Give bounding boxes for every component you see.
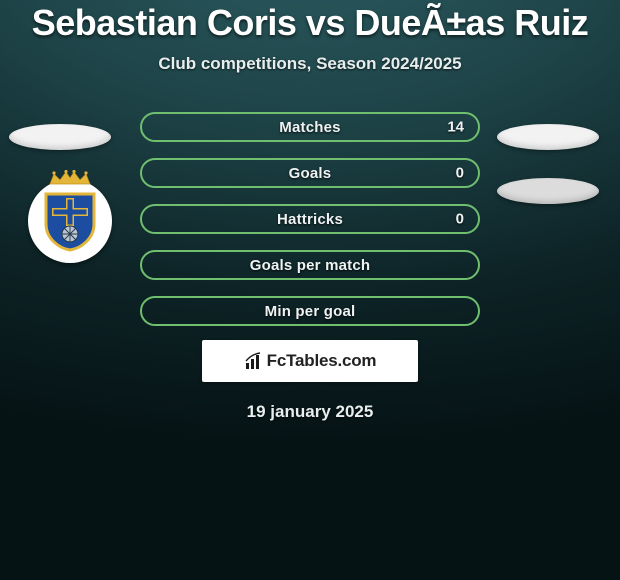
stat-row-min-per-goal: Min per goal bbox=[140, 296, 480, 326]
fctables-label: FcTables.com bbox=[267, 351, 377, 371]
stat-value-right: 0 bbox=[456, 165, 464, 182]
page-title: Sebastian Coris vs DueÃ±as Ruiz bbox=[22, 2, 598, 44]
stat-row-hattricks: Hattricks 0 bbox=[140, 204, 480, 234]
stat-label: Goals bbox=[289, 165, 332, 182]
stat-label: Goals per match bbox=[250, 257, 371, 274]
main-content: Sebastian Coris vs DueÃ±as Ruiz Club com… bbox=[0, 0, 620, 422]
subtitle: Club competitions, Season 2024/2025 bbox=[158, 54, 461, 74]
stat-row-goals-per-match: Goals per match bbox=[140, 250, 480, 280]
stat-label: Matches bbox=[279, 119, 340, 136]
stats-panel: Matches 14 Goals 0 Hattricks 0 Goals per… bbox=[140, 112, 480, 326]
footer-date: 19 january 2025 bbox=[247, 402, 374, 422]
bar-chart-icon bbox=[244, 351, 264, 371]
stat-row-matches: Matches 14 bbox=[140, 112, 480, 142]
fctables-link[interactable]: FcTables.com bbox=[202, 340, 418, 382]
stat-label: Hattricks bbox=[277, 211, 343, 228]
stat-row-goals: Goals 0 bbox=[140, 158, 480, 188]
stat-label: Min per goal bbox=[265, 303, 356, 320]
stat-value-right: 14 bbox=[447, 119, 464, 136]
stat-value-right: 0 bbox=[456, 211, 464, 228]
